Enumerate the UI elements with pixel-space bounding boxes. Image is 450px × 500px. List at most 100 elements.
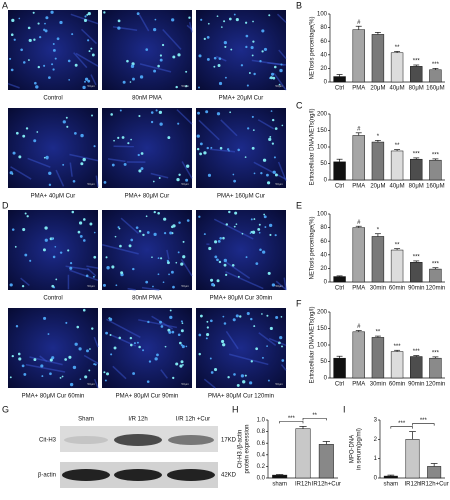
significance: #: [357, 20, 361, 26]
nucleus: [142, 349, 145, 352]
nucleus: [263, 213, 266, 216]
nucleus: [208, 246, 212, 251]
nucleus: [11, 354, 14, 358]
nucleus: [269, 326, 273, 331]
nucleus: [130, 343, 133, 347]
nucleus: [9, 57, 12, 60]
nucleus: [106, 372, 110, 376]
nucleus: [219, 146, 223, 150]
nucleus: [159, 320, 163, 324]
nucleus: [271, 142, 274, 145]
nucleus: [206, 320, 209, 323]
nucleus: [150, 111, 154, 114]
bar: [405, 439, 420, 479]
significance: #: [357, 324, 361, 330]
blot-row-label: Cit-H3: [39, 438, 57, 444]
nucleus: [203, 37, 206, 41]
bar: [352, 135, 365, 181]
nucleus: [21, 284, 25, 288]
nucleus: [272, 170, 276, 174]
fiber: [257, 119, 275, 130]
nucleus: [242, 380, 246, 384]
nucleus: [87, 11, 91, 16]
nucleus: [235, 18, 239, 22]
nucleus: [206, 333, 210, 337]
nucleus: [207, 22, 210, 25]
bar: [390, 249, 404, 283]
fiber: [229, 353, 269, 366]
scale-bar-label: 50μm: [275, 84, 283, 88]
nucleus: [147, 320, 150, 324]
y-axis-label: protein expression: [245, 424, 251, 473]
nucleus: [25, 127, 29, 130]
bar: [295, 428, 311, 479]
significance: *: [377, 134, 380, 140]
bar: [352, 331, 365, 379]
nucleus: [51, 63, 54, 66]
bar: [429, 69, 442, 83]
bar: [333, 276, 346, 283]
nucleus: [209, 319, 213, 323]
y-axis-label: MPO-DNA: [350, 435, 356, 463]
nucleus: [18, 155, 22, 159]
nucleus: [275, 316, 279, 320]
nucleus: [185, 178, 189, 182]
nucleus: [172, 55, 176, 59]
nucleus: [85, 274, 89, 278]
nucleus: [245, 256, 248, 259]
nucleus: [251, 115, 254, 118]
fiber: [180, 258, 193, 277]
nucleus: [54, 245, 57, 248]
nucleus: [268, 223, 273, 228]
fiber: [225, 270, 264, 290]
significance: #: [357, 220, 361, 226]
nucleus: [266, 345, 268, 347]
x-tick-label: 40μM: [390, 184, 405, 190]
micrograph-caption: PMA+ 40μM Cur: [31, 194, 76, 200]
x-tick-label: 80μM: [409, 86, 424, 92]
lane-label: Sham: [78, 417, 94, 423]
x-tick-label: 30min: [370, 382, 386, 388]
nucleus: [250, 317, 253, 321]
nucleus: [267, 379, 270, 382]
nucleus: [22, 228, 26, 232]
nucleus: [245, 34, 249, 38]
nucleus: [210, 278, 214, 282]
nucleus: [214, 255, 218, 259]
fiber: [203, 378, 216, 389]
bar: [390, 150, 404, 181]
nucleus: [129, 336, 133, 340]
nucleus: [272, 76, 276, 80]
bar: [427, 466, 442, 479]
nucleus: [259, 248, 262, 252]
nucleus: [86, 349, 89, 353]
nucleus: [181, 345, 185, 349]
fiber: [95, 175, 99, 188]
nucleus: [186, 219, 190, 222]
nucleus: [17, 352, 21, 356]
nucleus: [80, 162, 84, 166]
fiber: [138, 14, 150, 32]
y-tick-label: 0.0: [257, 476, 266, 482]
nucleus: [9, 283, 13, 287]
nucleus: [171, 330, 175, 334]
x-tick-label: sham: [272, 482, 287, 488]
fiber: [20, 277, 30, 286]
nucleus: [198, 86, 200, 89]
panel-label: E: [296, 200, 302, 210]
fiber: [258, 332, 277, 346]
nucleus: [148, 360, 152, 363]
nucleus: [232, 318, 236, 322]
nucleus: [260, 172, 263, 175]
nucleus: [185, 70, 188, 73]
nucleus: [168, 273, 170, 276]
nucleus: [118, 227, 121, 230]
nucleus: [138, 114, 141, 118]
fiber: [215, 55, 227, 62]
fiber: [181, 161, 193, 179]
nucleus: [179, 364, 183, 368]
nucleus: [180, 262, 184, 266]
y-tick-label: 40: [320, 252, 327, 258]
nucleus: [227, 376, 230, 379]
